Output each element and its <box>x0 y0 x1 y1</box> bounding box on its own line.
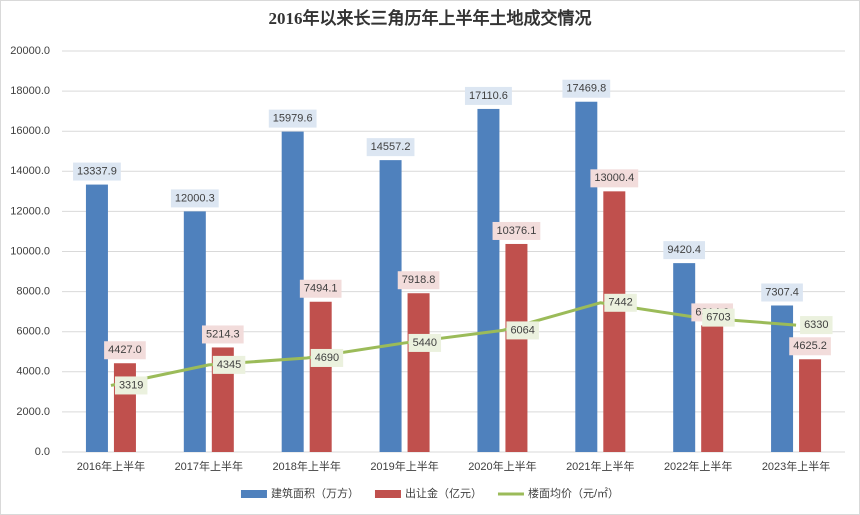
data-label: 3319 <box>119 379 143 391</box>
data-label-bg <box>761 283 803 302</box>
data-label-bg <box>212 355 246 374</box>
data-label: 10376.1 <box>497 225 537 237</box>
chart-title: 2016年以来长三角历年上半年土地成交情况 <box>269 8 592 28</box>
data-label: 4427.0 <box>108 344 142 356</box>
bar <box>799 359 822 452</box>
y-tick-label: 14000.0 <box>10 165 50 177</box>
y-tick-label: 10000.0 <box>10 245 50 257</box>
x-tick-label: 2018年上半年 <box>272 459 340 473</box>
bar <box>771 305 794 452</box>
data-label-bg <box>170 189 219 208</box>
x-tick-label: 2017年上半年 <box>175 459 243 473</box>
data-label: 13000.4 <box>594 172 634 184</box>
data-label: 13337.9 <box>77 165 117 177</box>
x-tick-label: 2023年上半年 <box>762 459 830 473</box>
y-tick-label: 2000.0 <box>16 406 50 418</box>
data-label-bg <box>800 316 833 335</box>
legend-swatch <box>374 490 401 498</box>
data-label: 17469.8 <box>566 83 606 95</box>
y-tick-label: 12000.0 <box>10 205 50 217</box>
bar <box>575 101 598 453</box>
data-label-bg <box>702 308 735 327</box>
data-label: 14557.2 <box>371 141 411 153</box>
data-label: 5440 <box>413 337 437 349</box>
legend-item: 建筑面积（万方） <box>240 486 359 500</box>
data-label-bg <box>73 162 121 181</box>
x-tick-label: 2022年上半年 <box>664 459 732 473</box>
y-tick-label: 4000.0 <box>16 366 50 378</box>
bar <box>85 184 108 452</box>
data-label-bg <box>464 86 512 105</box>
bar <box>673 263 696 452</box>
data-label: 6703 <box>706 312 730 324</box>
y-tick-label: 0.0 <box>35 446 50 458</box>
data-label-bg <box>492 221 541 240</box>
legend-swatch <box>240 490 267 498</box>
bar <box>477 108 500 453</box>
y-tick-label: 20000.0 <box>10 45 50 57</box>
data-label: 7918.8 <box>402 274 436 286</box>
y-tick-label: 16000.0 <box>10 125 50 137</box>
x-tick-label: 2021年上半年 <box>566 459 634 473</box>
x-tick-label: 2020年上半年 <box>468 459 536 473</box>
y-tick-label: 6000.0 <box>16 326 50 338</box>
data-label-bg <box>268 109 317 128</box>
x-tick-label: 2016年上半年 <box>77 459 145 473</box>
data-label: 4345 <box>217 359 241 371</box>
data-label: 4625.2 <box>793 340 827 352</box>
data-label-bg <box>663 241 706 260</box>
legend-label: 出让金（亿元） <box>405 486 482 500</box>
y-tick-label: 8000.0 <box>16 286 50 298</box>
legend-item: 出让金（亿元） <box>374 486 482 500</box>
data-label-bg <box>397 271 440 290</box>
data-label-bg <box>201 325 244 344</box>
data-label: 12000.3 <box>175 192 215 204</box>
data-label-bg <box>506 321 539 340</box>
data-label-bg <box>408 333 442 352</box>
data-label-bg <box>789 337 831 356</box>
data-label: 9420.4 <box>667 244 701 256</box>
bar <box>379 160 402 452</box>
data-label-bg <box>299 279 342 298</box>
data-label: 7307.4 <box>765 286 799 298</box>
bar <box>183 211 206 452</box>
bar <box>603 191 626 452</box>
data-label-bg <box>604 293 637 312</box>
data-label-bg <box>366 138 415 157</box>
bar <box>281 131 304 453</box>
legend-label: 建筑面积（万方） <box>271 486 359 500</box>
data-label-bg <box>562 79 611 98</box>
data-label: 17110.6 <box>469 90 508 102</box>
data-label-bg <box>114 376 148 395</box>
data-label-bg <box>310 348 344 367</box>
bar <box>701 325 724 452</box>
bar <box>505 243 528 452</box>
data-label: 15979.6 <box>273 113 313 125</box>
y-tick-label: 18000.0 <box>10 85 50 97</box>
x-tick-label: 2019年上半年 <box>370 459 438 473</box>
data-label-bg <box>590 169 639 188</box>
data-label: 7494.1 <box>304 283 338 295</box>
data-label: 6064 <box>510 324 534 336</box>
bar <box>309 301 332 452</box>
bar <box>407 293 430 452</box>
data-label-bg <box>104 341 146 360</box>
data-label: 5214.3 <box>206 328 240 340</box>
legend-item: 楼面均价（元/㎡） <box>497 486 619 500</box>
data-label: 6330 <box>804 319 828 331</box>
data-label: 4690 <box>315 352 339 364</box>
legend-label: 楼面均价（元/㎡） <box>528 486 619 500</box>
data-label: 7442 <box>608 297 632 309</box>
